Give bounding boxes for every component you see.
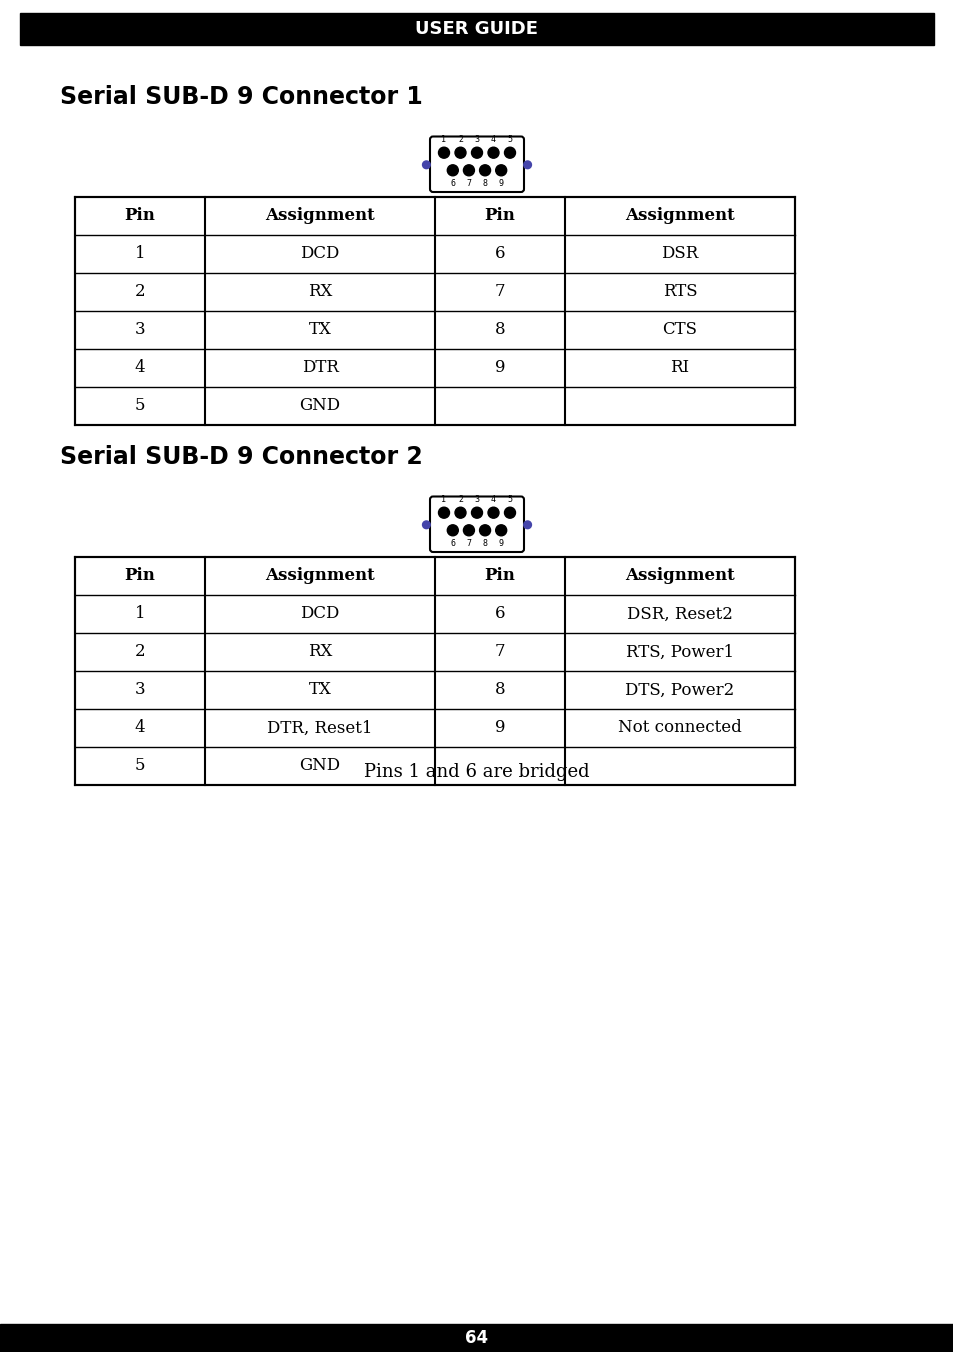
Text: GND: GND bbox=[299, 397, 340, 415]
Circle shape bbox=[523, 161, 531, 169]
Text: Pin: Pin bbox=[484, 207, 515, 224]
Text: DTR, Reset1: DTR, Reset1 bbox=[267, 719, 373, 737]
Text: RTS, Power1: RTS, Power1 bbox=[625, 644, 733, 661]
Text: 8: 8 bbox=[495, 681, 505, 699]
Text: 4: 4 bbox=[134, 719, 145, 737]
Text: 9: 9 bbox=[498, 539, 503, 548]
Circle shape bbox=[438, 147, 449, 158]
Text: Serial SUB-D 9 Connector 2: Serial SUB-D 9 Connector 2 bbox=[60, 445, 422, 469]
Text: 4: 4 bbox=[134, 360, 145, 376]
Text: 9: 9 bbox=[495, 360, 505, 376]
Circle shape bbox=[455, 507, 465, 518]
Text: RI: RI bbox=[670, 360, 689, 376]
Text: DTR: DTR bbox=[301, 360, 338, 376]
Circle shape bbox=[496, 525, 506, 535]
Circle shape bbox=[455, 147, 465, 158]
Bar bbox=[0, 1324, 953, 1352]
Circle shape bbox=[471, 147, 482, 158]
Circle shape bbox=[463, 165, 474, 176]
Circle shape bbox=[447, 165, 457, 176]
Text: TX: TX bbox=[308, 322, 331, 338]
Circle shape bbox=[488, 147, 498, 158]
Text: 6: 6 bbox=[495, 606, 505, 622]
Bar bbox=[20, 14, 933, 45]
Bar bbox=[75, 557, 794, 786]
Text: 4: 4 bbox=[491, 495, 496, 504]
Text: 6: 6 bbox=[450, 539, 455, 548]
Text: 5: 5 bbox=[134, 397, 145, 415]
Circle shape bbox=[463, 525, 474, 535]
Bar bbox=[75, 197, 794, 425]
Text: CTS: CTS bbox=[661, 322, 697, 338]
Text: 2: 2 bbox=[134, 644, 145, 661]
Text: DCD: DCD bbox=[300, 246, 339, 262]
Text: 3: 3 bbox=[134, 322, 145, 338]
Circle shape bbox=[422, 161, 430, 169]
Text: 7: 7 bbox=[495, 644, 505, 661]
Text: 3: 3 bbox=[134, 681, 145, 699]
Text: Assignment: Assignment bbox=[265, 207, 375, 224]
FancyBboxPatch shape bbox=[430, 496, 523, 552]
Text: 1: 1 bbox=[441, 495, 446, 504]
Text: 8: 8 bbox=[482, 539, 487, 548]
FancyBboxPatch shape bbox=[430, 137, 523, 192]
Text: DSR, Reset2: DSR, Reset2 bbox=[626, 606, 732, 622]
Text: DCD: DCD bbox=[300, 606, 339, 622]
Text: TX: TX bbox=[308, 681, 331, 699]
Text: 5: 5 bbox=[507, 135, 512, 143]
Circle shape bbox=[496, 165, 506, 176]
Text: RX: RX bbox=[308, 644, 332, 661]
Text: Serial SUB-D 9 Connector 1: Serial SUB-D 9 Connector 1 bbox=[60, 85, 422, 110]
Text: 1: 1 bbox=[134, 246, 145, 262]
Text: 1: 1 bbox=[134, 606, 145, 622]
Text: 2: 2 bbox=[457, 135, 462, 143]
Text: 4: 4 bbox=[491, 135, 496, 143]
Text: RX: RX bbox=[308, 284, 332, 300]
Text: Assignment: Assignment bbox=[265, 568, 375, 584]
Text: Pins 1 and 6 are bridged: Pins 1 and 6 are bridged bbox=[364, 763, 589, 781]
Text: 1: 1 bbox=[441, 135, 446, 143]
Text: GND: GND bbox=[299, 757, 340, 775]
Text: 5: 5 bbox=[507, 495, 512, 504]
Circle shape bbox=[523, 521, 531, 529]
Text: 3: 3 bbox=[474, 135, 479, 143]
Text: Pin: Pin bbox=[125, 568, 155, 584]
Text: 9: 9 bbox=[495, 719, 505, 737]
Text: 9: 9 bbox=[498, 178, 503, 188]
Text: 8: 8 bbox=[482, 178, 487, 188]
Text: 64: 64 bbox=[465, 1329, 488, 1347]
Text: 6: 6 bbox=[495, 246, 505, 262]
Circle shape bbox=[504, 507, 515, 518]
Text: 2: 2 bbox=[457, 495, 462, 504]
Text: 2: 2 bbox=[134, 284, 145, 300]
Text: Pin: Pin bbox=[484, 568, 515, 584]
Text: Assignment: Assignment bbox=[624, 207, 734, 224]
Text: 7: 7 bbox=[495, 284, 505, 300]
Text: DSR: DSR bbox=[660, 246, 698, 262]
Circle shape bbox=[422, 521, 430, 529]
Text: DTS, Power2: DTS, Power2 bbox=[625, 681, 734, 699]
Text: Not connected: Not connected bbox=[618, 719, 741, 737]
Text: 5: 5 bbox=[134, 757, 145, 775]
Circle shape bbox=[479, 525, 490, 535]
Text: RTS: RTS bbox=[662, 284, 697, 300]
Text: 8: 8 bbox=[495, 322, 505, 338]
Circle shape bbox=[479, 165, 490, 176]
Circle shape bbox=[504, 147, 515, 158]
Circle shape bbox=[488, 507, 498, 518]
Text: 7: 7 bbox=[466, 539, 471, 548]
Text: Assignment: Assignment bbox=[624, 568, 734, 584]
Text: Pin: Pin bbox=[125, 207, 155, 224]
Text: 7: 7 bbox=[466, 178, 471, 188]
Text: USER GUIDE: USER GUIDE bbox=[416, 20, 537, 38]
Circle shape bbox=[471, 507, 482, 518]
Circle shape bbox=[447, 525, 457, 535]
Circle shape bbox=[438, 507, 449, 518]
Text: 6: 6 bbox=[450, 178, 455, 188]
Text: 3: 3 bbox=[474, 495, 479, 504]
